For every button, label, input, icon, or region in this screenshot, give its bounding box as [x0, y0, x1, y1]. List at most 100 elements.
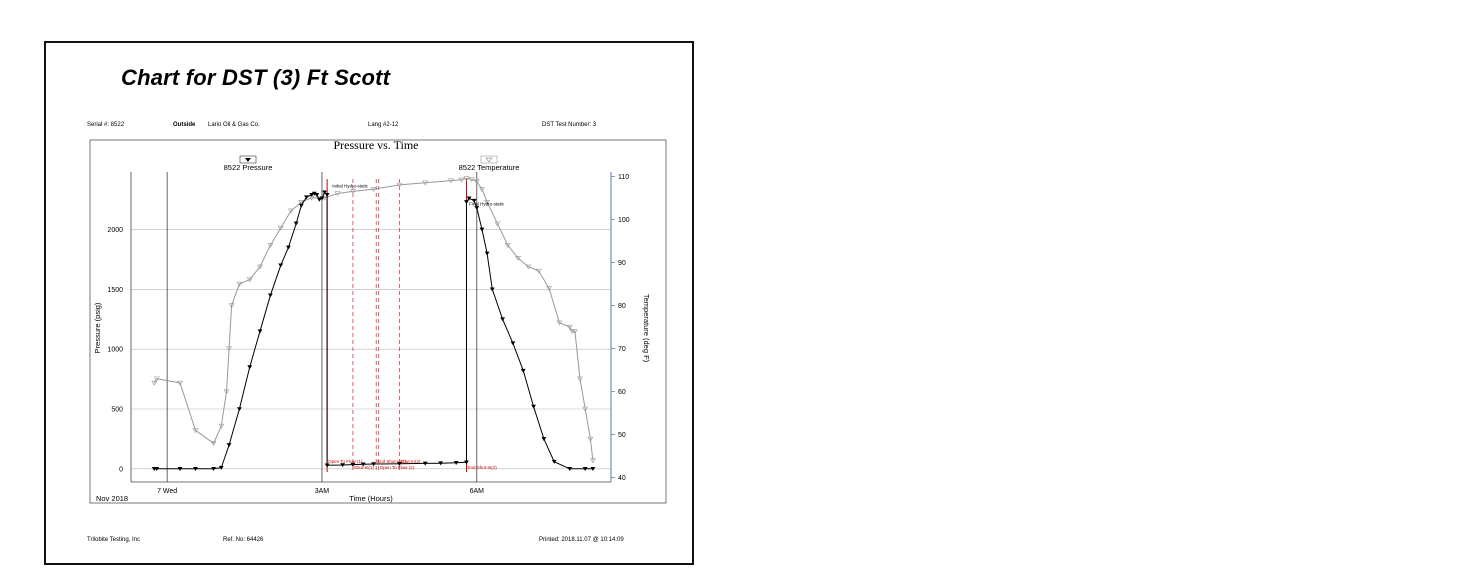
temperature-point: [458, 177, 465, 183]
pressure-point: [267, 293, 273, 298]
pressure-point: [311, 191, 317, 196]
temperature-point: [577, 376, 583, 382]
pressure-point: [422, 461, 428, 466]
series-line: [153, 177, 594, 461]
pressure-point: [590, 467, 596, 472]
temperature-point: [298, 200, 305, 205]
event-marker-label: Open To Flow (2): [380, 465, 415, 470]
temperature-point: [566, 324, 573, 330]
annotation-label: Initial Hydro-static: [332, 184, 369, 189]
pressure-point: [304, 195, 309, 200]
temperature-point: [151, 380, 158, 386]
y2-tick-label: 60: [618, 389, 626, 396]
y-axis-label: Pressure (psig): [93, 302, 102, 353]
temperature-point: [525, 264, 532, 270]
pressure-point: [286, 245, 291, 250]
temperature-point: [370, 187, 377, 193]
pressure-point: [177, 467, 183, 472]
temperature-point: [396, 182, 403, 188]
temperature-point: [277, 225, 284, 231]
temperature-point: [473, 179, 480, 185]
chart-title: Pressure vs. Time: [333, 138, 418, 152]
pressure-point: [257, 329, 263, 334]
event-marker-label: Open To Flow (1): [328, 459, 363, 464]
y-tick-label: 2000: [107, 227, 123, 234]
series-line: [154, 191, 593, 470]
legend-pressure-marker: [245, 158, 251, 162]
pressure-point: [154, 467, 160, 472]
legend-pressure-label: 8522 Pressure: [224, 163, 273, 172]
pressure-point: [298, 203, 304, 208]
pressure-point: [371, 462, 376, 467]
printed-timestamp: Printed: 2018.11.07 @ 10:14:09: [539, 537, 624, 543]
serial-number: Serial #: 8522: [87, 122, 125, 128]
pressure-point: [551, 459, 557, 464]
temperature-point: [448, 178, 454, 184]
temperature-point: [257, 264, 263, 270]
pressure-point: [464, 460, 469, 465]
test-number: DST Test Number: 3: [542, 122, 597, 128]
pressure-point: [567, 467, 573, 472]
pressure-point: [471, 198, 477, 203]
pressure-point: [350, 462, 356, 467]
x-axis-label: Time (Hours): [349, 494, 393, 503]
page-title: Chart for DST (3) Ft Scott: [121, 65, 391, 90]
lease-name: Lang #2-12: [368, 122, 399, 128]
temperature-point: [494, 221, 501, 227]
temperature-point: [468, 177, 475, 183]
y2-tick-label: 100: [618, 217, 630, 224]
x-tick-label: 7 Wed: [157, 488, 177, 495]
temperature-point: [484, 200, 491, 205]
pressure-point: [474, 206, 480, 211]
pressure-point: [322, 190, 327, 195]
pressure-point: [278, 263, 284, 268]
x-tick-label: 3AM: [315, 488, 330, 495]
y-tick-label: 500: [111, 406, 123, 413]
x-tick-label: 6AM: [470, 488, 485, 495]
pressure-point: [479, 227, 485, 232]
pressure-point: [218, 465, 224, 470]
pressure-time-chart: 0 500 1000 1500 2000 7 Wed 3AM 6AM 40 50 60 70 80 90 1…: [89, 138, 667, 504]
pressure-point: [541, 437, 547, 442]
temperature-point: [504, 243, 511, 248]
temperature-point: [288, 208, 294, 214]
y2-axis-label: Temperature (deg F): [642, 294, 651, 363]
event-marker-label: End Shut-In(2): [467, 465, 497, 470]
pressure-point: [211, 467, 216, 472]
temperature-point: [153, 376, 160, 382]
y-tick-label: 1500: [107, 287, 123, 294]
date-label: Nov 2018: [96, 494, 128, 503]
temperature-point: [422, 180, 429, 186]
pressure-point: [319, 196, 325, 201]
temperature-point: [546, 286, 552, 292]
pressure-point: [193, 467, 198, 472]
report-frame: Chart for DST (3) Ft Scott Serial #: 852…: [44, 41, 694, 565]
pressure-point: [582, 467, 588, 472]
pressure-point: [489, 287, 495, 292]
temperature-point: [236, 281, 243, 287]
y2-tick-label: 110: [618, 174, 629, 181]
temperature-point: [590, 458, 596, 464]
pressure-point: [309, 192, 315, 197]
temperature-point: [177, 380, 183, 386]
temperature-point: [479, 187, 485, 193]
y2-tick-label: 50: [618, 432, 626, 439]
temperature-point: [192, 428, 199, 434]
pressure-point: [453, 461, 459, 466]
pressure-point: [510, 341, 516, 346]
temperature-point: [556, 320, 563, 326]
temperature-point: [334, 191, 341, 197]
company-name: Lario Oil & Gas Co.: [208, 122, 260, 128]
pressure-point: [316, 197, 322, 202]
legend-temperature-label: 8522 Temperature: [459, 163, 520, 172]
pressure-point: [500, 317, 506, 322]
temperature-point: [226, 346, 232, 352]
temperature-point: [218, 423, 225, 429]
temperature-point: [582, 406, 589, 412]
temperature-point: [210, 441, 217, 447]
reference-number: Ref. No: 64426: [223, 537, 264, 543]
pressure-point: [438, 461, 444, 466]
event-marker-label: End Shut-In(1): [377, 459, 407, 464]
pressure-point: [226, 443, 232, 448]
y-tick-label: 1000: [107, 347, 123, 354]
